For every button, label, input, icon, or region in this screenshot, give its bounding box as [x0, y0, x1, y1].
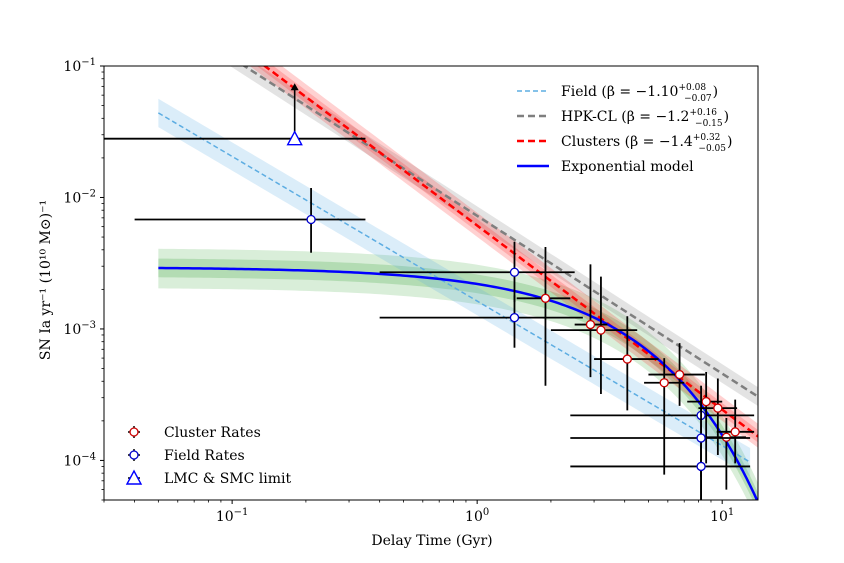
- legend-marker: [125, 469, 143, 485]
- field-rate-point: [570, 445, 751, 500]
- y-tick-label: 10−4: [63, 451, 96, 469]
- field-rate-point: [379, 295, 583, 348]
- field-band: [158, 98, 751, 477]
- cluster-rate-point: [648, 343, 705, 406]
- legend-models: Field (β = −1.10+0.08 −0.07) HPK-CL (β = −…: [517, 83, 732, 175]
- legend-label: Field Rates: [164, 448, 245, 464]
- y-tick-label: 10−1: [63, 57, 96, 75]
- marker: [585, 319, 596, 330]
- legend-label: Exponential model: [561, 159, 694, 175]
- marker: [696, 433, 706, 443]
- legend-entry-field: Field (β = −1.10+0.08 −0.07): [517, 83, 718, 104]
- legend-entry-clusters: Clusters (β = −1.4+0.32 −0.05): [517, 133, 732, 154]
- legend-marker: [129, 427, 139, 437]
- x-axis-label: Delay Time (Gyr): [371, 533, 492, 549]
- axes: 10−1 100 101 10−4 10−3 10−2 10−1: [63, 57, 759, 525]
- arrow-head: [290, 83, 299, 91]
- legend-data: Cluster Rates Field Rates LMC & SMC limit: [125, 425, 292, 487]
- lmc-smc-limit-point: [104, 83, 366, 146]
- cluster-rate-point: [594, 316, 659, 411]
- marker: [730, 427, 740, 437]
- clusters-band-outer: [249, 66, 758, 448]
- field-rate-point: [134, 188, 366, 253]
- x-tick-label: 101: [710, 507, 734, 525]
- y-axis-label: SN Ia yr⁻¹ (10¹⁰ M⊙)⁻¹: [38, 200, 54, 360]
- cluster-rate-point: [687, 372, 723, 464]
- cluster-rate-point: [516, 247, 571, 386]
- marker: [674, 369, 685, 380]
- legend-entry-data-0: Cluster Rates: [128, 425, 261, 441]
- legend-entry-data-2: LMC & SMC limit: [125, 469, 292, 487]
- marker: [659, 378, 669, 388]
- model-uncertainty-bands: [158, 66, 758, 500]
- legend-marker: [129, 450, 139, 460]
- exponential-band-inner: [158, 258, 758, 500]
- marker: [696, 461, 706, 472]
- legend-label: LMC & SMC limit: [164, 471, 292, 487]
- legend-entry-hpk: HPK-CL (β = −1.2+0.16 −0.15): [517, 108, 729, 129]
- legend-label: Clusters (β = −1.4+0.32 −0.05): [561, 133, 732, 154]
- x-tick-label: 100: [465, 507, 489, 525]
- legend-label: HPK-CL (β = −1.2+0.16 −0.15): [561, 108, 729, 129]
- x-tick-label: 10−1: [216, 507, 249, 525]
- cluster-rate-point: [550, 276, 638, 395]
- marker: [540, 293, 551, 303]
- cluster-rate-point: [574, 264, 608, 378]
- plot-frame: [103, 65, 759, 501]
- marker: [509, 312, 520, 323]
- field-fit-line: [157, 112, 751, 463]
- exponential-band-outer: [158, 248, 758, 500]
- legend-label: Cluster Rates: [164, 425, 261, 441]
- legend-entry-data-1: Field Rates: [128, 448, 245, 464]
- clusters-fit-line: [262, 66, 758, 438]
- marker: [306, 214, 316, 225]
- triangle-marker: [286, 130, 303, 146]
- legend-label: Field (β = −1.10+0.08 −0.07): [561, 83, 718, 104]
- marker: [622, 354, 632, 364]
- marker: [713, 403, 723, 413]
- y-tick-label: 10−3: [63, 320, 96, 338]
- marker: [701, 396, 711, 407]
- hpk-fit-line: [242, 66, 758, 398]
- marker: [509, 267, 520, 277]
- legend-entry-exp: Exponential model: [517, 159, 694, 175]
- cluster-rate-point: [644, 358, 685, 475]
- marker: [596, 325, 606, 335]
- y-tick-label: 10−2: [63, 188, 96, 206]
- field-rate-point: [379, 241, 575, 303]
- cluster-rate-point: [698, 378, 738, 455]
- cluster-rate-point: [716, 399, 755, 464]
- data-points: [104, 83, 755, 500]
